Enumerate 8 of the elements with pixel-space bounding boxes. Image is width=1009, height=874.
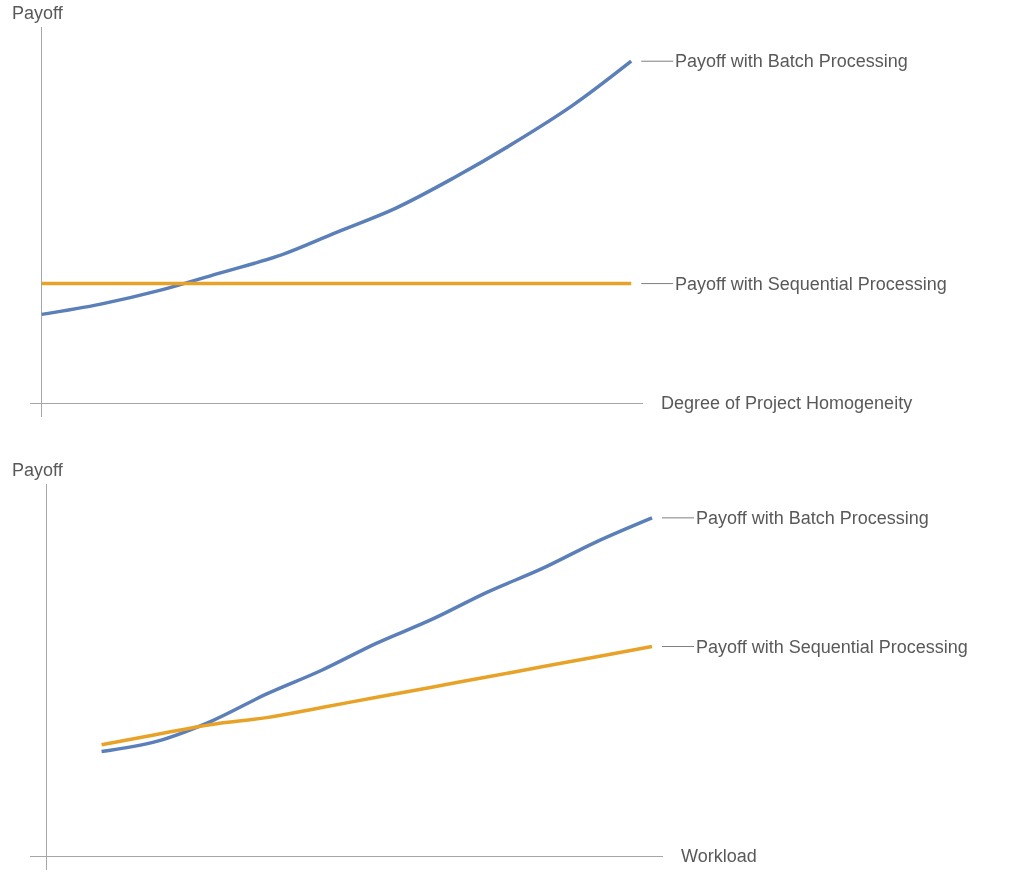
- text: Payoff with Batch Processing: [675, 51, 908, 71]
- text: Payoff with Sequential Processing: [675, 274, 947, 294]
- text: Payoff with Sequential Processing: [696, 637, 968, 657]
- x-axis-title: Workload: [681, 846, 757, 866]
- x-axis-title: Degree of Project Homogeneity: [661, 393, 913, 413]
- y-axis-title: Payoff: [12, 460, 64, 480]
- text: Payoff with Batch Processing: [696, 508, 929, 528]
- y-axis-title: Payoff: [12, 3, 64, 23]
